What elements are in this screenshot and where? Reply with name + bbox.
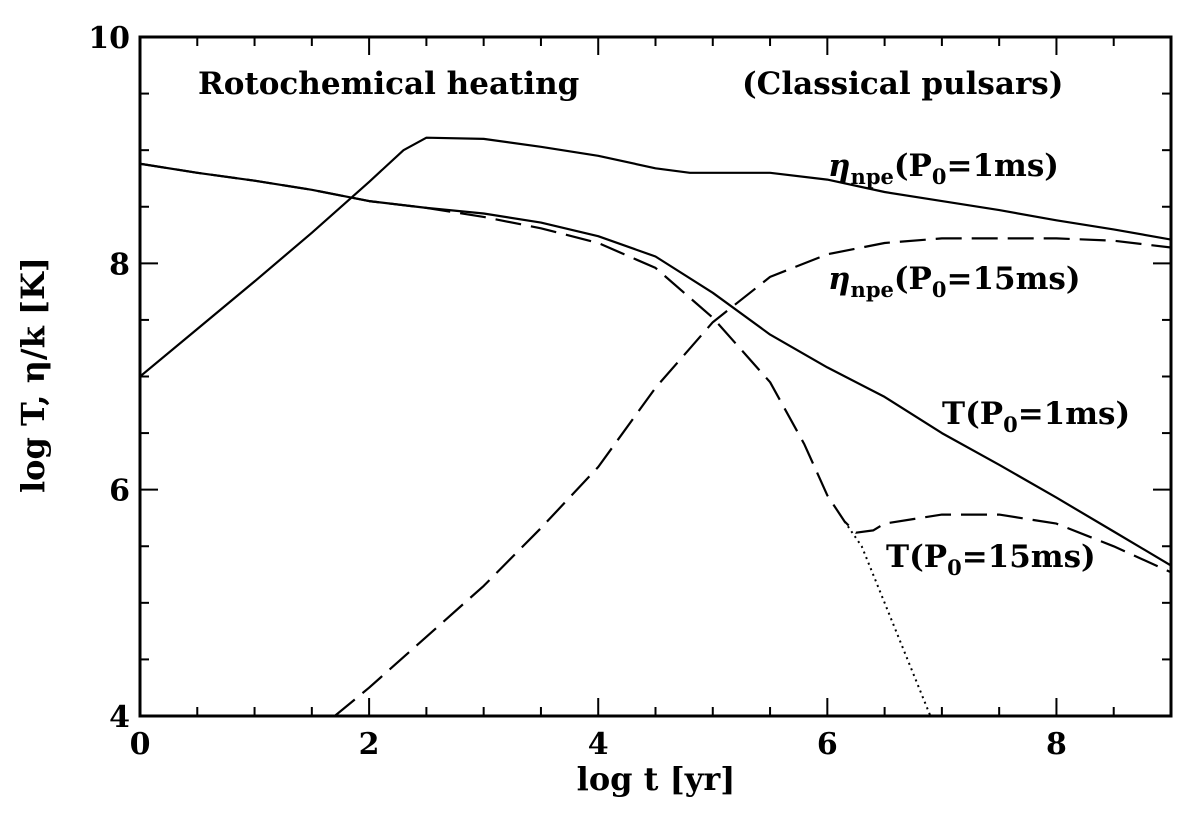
title-left: Rotochemical heating: [198, 66, 579, 102]
y-axis-label: log T, η/k [K]: [14, 257, 52, 493]
y-tick-label: 10: [88, 21, 130, 56]
y-tick-label: 8: [109, 247, 130, 282]
x-axis-label: log t [yr]: [577, 760, 736, 798]
tick-marks: [139, 36, 1172, 717]
x-tick-label: 4: [588, 727, 609, 762]
plot-frame: [138, 35, 1173, 718]
series-line-2: [334, 237, 1171, 716]
annotation-eta-15ms: ηnpe(P0=15ms): [828, 261, 1081, 302]
series-line-4: [140, 162, 1171, 574]
y-tick-label: 6: [109, 474, 130, 509]
series-group: [140, 136, 1171, 716]
y-tick-label: 4: [109, 700, 130, 735]
x-tick-label: 2: [359, 727, 380, 762]
title-right: (Classical pulsars): [742, 66, 1063, 102]
series-line-5: [843, 520, 932, 716]
x-tick-label: 8: [1046, 727, 1067, 762]
series-line-1: [140, 136, 1171, 378]
annotation-T-15ms: T(P0=15ms): [886, 539, 1096, 580]
tick-labels: 0 2 4 6 8 4 6 8 10: [88, 21, 1067, 762]
annotation-T-1ms: T(P0=1ms): [942, 396, 1130, 437]
annotation-eta-1ms: ηnpe(P0=1ms): [828, 148, 1059, 189]
x-tick-label: 0: [130, 727, 151, 762]
series-line-3: [140, 162, 1171, 567]
x-tick-label: 6: [817, 727, 838, 762]
